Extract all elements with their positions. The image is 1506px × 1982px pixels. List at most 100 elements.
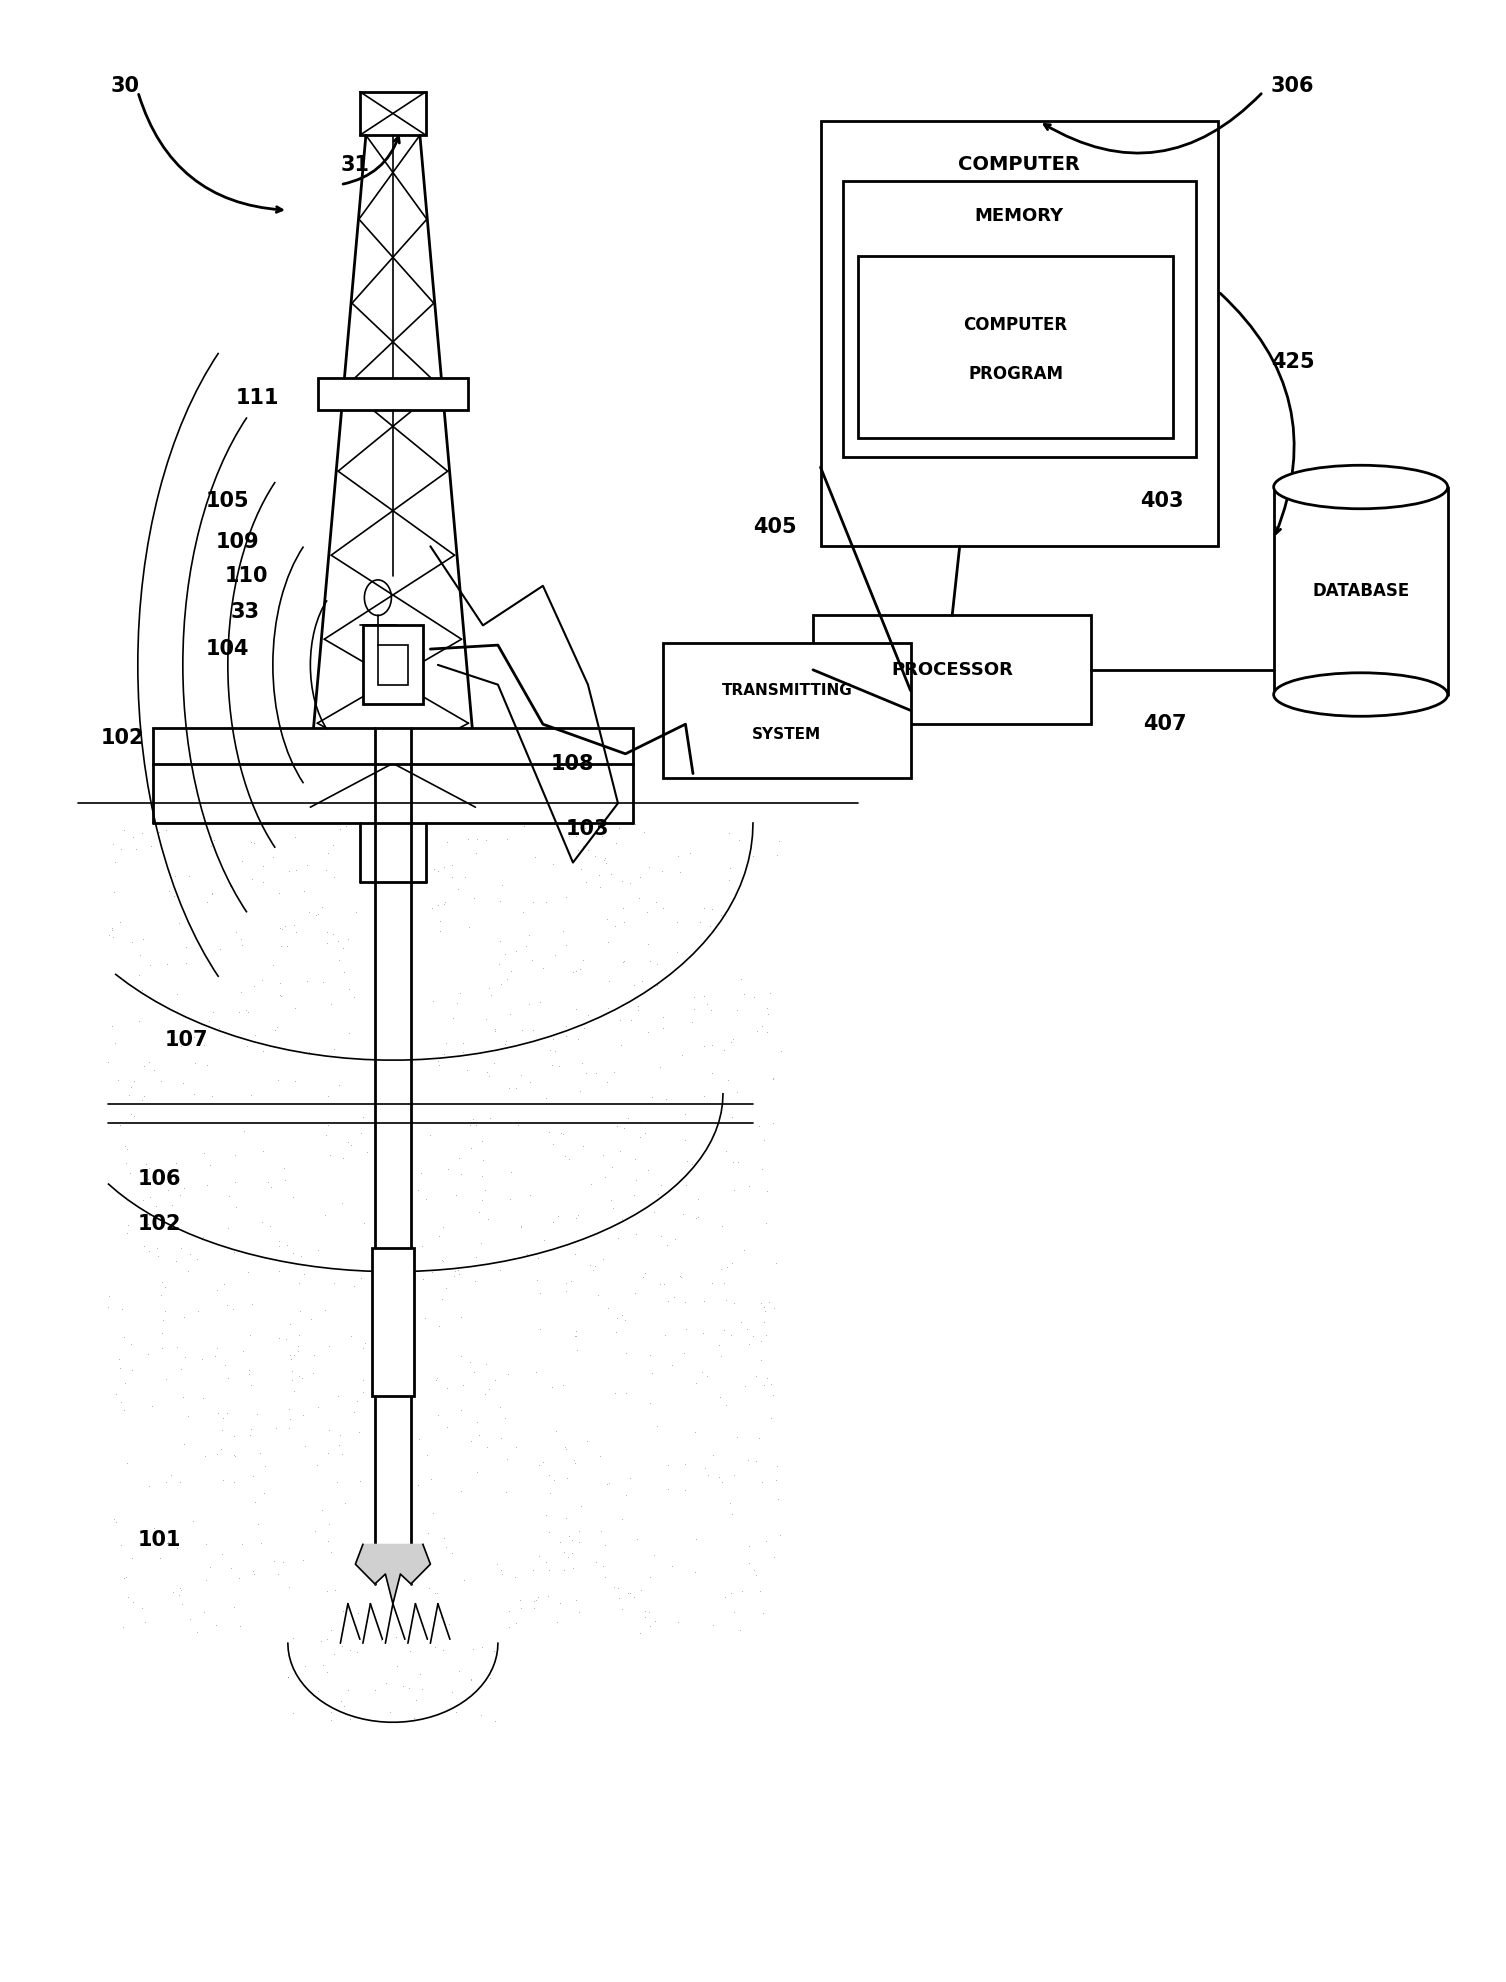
Point (492, 1029, 517, 1060)
Point (729, 1306, 753, 1338)
Point (435, 1154, 459, 1185)
Point (408, 1657, 432, 1689)
Point (667, 856, 691, 888)
Point (459, 1663, 483, 1695)
Point (163, 880, 187, 912)
Point (327, 1381, 351, 1413)
Point (681, 1148, 705, 1179)
Point (727, 825, 751, 856)
Point (723, 1173, 747, 1205)
Point (431, 1211, 455, 1243)
Point (271, 1546, 295, 1578)
Point (428, 1221, 452, 1253)
Point (651, 1011, 675, 1043)
Point (545, 1605, 569, 1637)
Point (267, 1064, 291, 1096)
Point (208, 934, 232, 965)
Point (450, 1027, 474, 1058)
Bar (363, 626, 423, 704)
Point (166, 1332, 190, 1364)
Point (568, 953, 592, 985)
Point (200, 997, 224, 1029)
Point (221, 1467, 245, 1498)
Bar (813, 616, 1092, 723)
Point (453, 862, 477, 894)
Point (470, 1227, 494, 1259)
Point (551, 1536, 575, 1568)
Point (175, 932, 199, 963)
Point (102, 876, 127, 908)
Text: 107: 107 (164, 1031, 208, 1050)
Point (764, 1247, 788, 1278)
Point (398, 1673, 422, 1705)
Bar (318, 379, 468, 410)
Point (259, 1171, 283, 1203)
Point (431, 1635, 455, 1667)
Point (417, 1572, 441, 1603)
Point (319, 989, 343, 1021)
Point (223, 1439, 247, 1471)
Point (211, 1465, 235, 1496)
Point (492, 937, 517, 969)
Point (384, 1651, 408, 1683)
Point (229, 924, 253, 955)
Point (172, 1066, 196, 1098)
Point (714, 1136, 738, 1167)
Point (673, 1098, 697, 1130)
Point (139, 949, 163, 981)
Point (300, 1302, 324, 1334)
Point (316, 836, 340, 868)
Point (684, 1522, 708, 1554)
Point (282, 1340, 306, 1372)
Point (495, 823, 520, 854)
Point (167, 1465, 191, 1496)
Point (593, 846, 617, 878)
Point (718, 1320, 742, 1352)
Point (245, 1508, 270, 1540)
Point (425, 1578, 449, 1609)
Point (218, 870, 242, 902)
Point (736, 1445, 761, 1477)
Point (666, 840, 690, 872)
Point (414, 1183, 438, 1215)
Point (279, 1344, 303, 1376)
Bar (858, 256, 1173, 438)
Point (310, 1494, 334, 1526)
Point (465, 1457, 489, 1488)
Point (185, 1294, 209, 1326)
Point (682, 1417, 706, 1449)
Point (110, 1294, 134, 1326)
Point (515, 1239, 539, 1270)
Point (509, 1060, 533, 1092)
Point (563, 993, 587, 1025)
Point (735, 1312, 759, 1344)
Point (584, 1056, 608, 1088)
Point (548, 1588, 572, 1619)
Point (211, 1413, 235, 1445)
Point (152, 1270, 176, 1302)
Point (625, 993, 649, 1025)
Point (529, 1278, 553, 1310)
Point (699, 995, 723, 1027)
Point (688, 906, 712, 937)
Point (169, 1233, 193, 1265)
Text: 31: 31 (340, 155, 369, 174)
Point (476, 1203, 500, 1235)
Point (532, 951, 556, 983)
Point (560, 955, 584, 987)
Point (130, 1592, 154, 1623)
Point (592, 1530, 616, 1562)
Point (669, 1261, 693, 1292)
Point (742, 981, 767, 1013)
Point (203, 1609, 227, 1641)
Point (422, 1496, 446, 1528)
Point (285, 916, 309, 947)
Point (637, 945, 661, 977)
Point (458, 1110, 482, 1142)
Point (217, 1179, 241, 1211)
Point (224, 916, 248, 947)
Point (483, 1013, 508, 1045)
Point (497, 1611, 521, 1643)
Point (422, 854, 446, 886)
Point (291, 1399, 315, 1431)
